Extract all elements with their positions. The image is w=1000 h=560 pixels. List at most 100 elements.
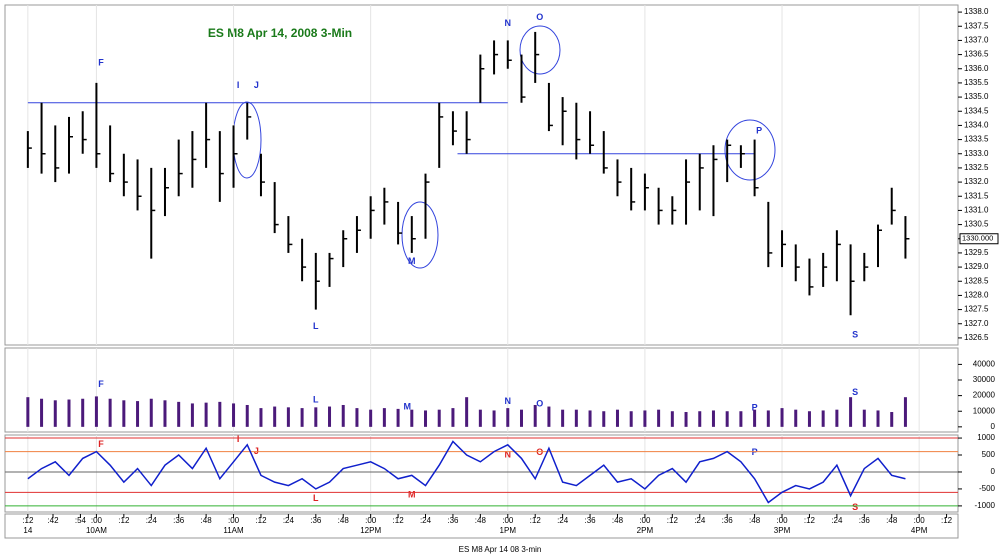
volume-bar bbox=[629, 411, 633, 427]
volume-bar bbox=[739, 411, 743, 427]
volume-bar bbox=[53, 400, 57, 427]
x-tick-label: :00 bbox=[776, 516, 788, 525]
x-tick-label: :48 bbox=[201, 516, 213, 525]
x-tick-label: :00 bbox=[639, 516, 651, 525]
volume-bar bbox=[122, 400, 126, 427]
annotation: S bbox=[852, 387, 858, 397]
volume-bar bbox=[314, 407, 318, 427]
annotation: F bbox=[98, 439, 104, 449]
annotation: L bbox=[313, 493, 319, 503]
x-major-label: 14 bbox=[23, 526, 32, 535]
x-major-label: 3PM bbox=[774, 526, 791, 535]
volume-bar bbox=[876, 410, 880, 427]
volume-bar bbox=[40, 398, 44, 427]
x-tick-label: :36 bbox=[722, 516, 734, 525]
y-tick-label: 1333.0 bbox=[964, 149, 989, 158]
x-tick-label: :24 bbox=[146, 516, 158, 525]
annotation: P bbox=[752, 402, 758, 412]
volume-bar bbox=[519, 409, 523, 427]
volume-bar bbox=[273, 406, 277, 427]
x-major-label: 1PM bbox=[500, 526, 517, 535]
x-tick-label: :00 bbox=[914, 516, 926, 525]
annotation: I bbox=[237, 80, 240, 90]
volume-bar bbox=[232, 403, 236, 427]
x-tick-label: :36 bbox=[310, 516, 322, 525]
x-tick-label: :42 bbox=[47, 516, 59, 525]
y-tick-label: 0 bbox=[991, 422, 996, 431]
x-major-label: 2PM bbox=[637, 526, 654, 535]
x-tick-label: :00 bbox=[228, 516, 240, 525]
volume-bar bbox=[341, 404, 345, 427]
y-tick-label: 1327.0 bbox=[964, 319, 989, 328]
annotation: L bbox=[313, 321, 319, 331]
volume-bar bbox=[684, 412, 688, 427]
x-tick-label: :12 bbox=[530, 516, 542, 525]
volume-bar bbox=[643, 410, 647, 427]
annotation: F bbox=[98, 57, 104, 67]
annotation: I bbox=[237, 434, 240, 444]
x-tick-label: :00 bbox=[91, 516, 103, 525]
y-tick-label: -500 bbox=[979, 484, 996, 493]
annotation: N bbox=[505, 396, 512, 406]
price-panel bbox=[4, 4, 959, 346]
last-price-label: 1330.000 bbox=[962, 234, 993, 243]
y-tick-label: 1336.0 bbox=[964, 64, 989, 73]
volume-bar bbox=[821, 410, 825, 427]
volume-bar bbox=[574, 409, 578, 427]
y-tick-label: 1333.5 bbox=[964, 135, 989, 144]
volume-bar bbox=[547, 406, 551, 427]
x-tick-label: :48 bbox=[475, 516, 487, 525]
y-tick-label: 1332.5 bbox=[964, 163, 989, 172]
volume-bar bbox=[136, 401, 140, 427]
x-tick-label: :36 bbox=[173, 516, 185, 525]
x-tick-label: :36 bbox=[447, 516, 459, 525]
volume-bar bbox=[849, 397, 853, 427]
y-tick-label: 1331.0 bbox=[964, 206, 989, 215]
volume-bar bbox=[492, 410, 496, 427]
x-tick-label: :48 bbox=[612, 516, 624, 525]
x-tick-label: :24 bbox=[694, 516, 706, 525]
volume-bar bbox=[328, 406, 332, 427]
volume-bar bbox=[615, 409, 619, 427]
y-tick-label: 1335.0 bbox=[964, 92, 989, 101]
x-tick-label: :12 bbox=[667, 516, 679, 525]
x-tick-label: :48 bbox=[338, 516, 350, 525]
volume-bar bbox=[725, 411, 729, 427]
annotation: J bbox=[254, 446, 259, 456]
y-tick-label: 1332.0 bbox=[964, 177, 989, 186]
x-tick-label: :24 bbox=[831, 516, 843, 525]
x-tick-label: :48 bbox=[886, 516, 898, 525]
volume-bar bbox=[533, 404, 537, 427]
volume-bar bbox=[259, 408, 263, 427]
y-tick-label: 1337.0 bbox=[964, 36, 989, 45]
annotation: N bbox=[505, 18, 512, 28]
x-tick-label: :12 bbox=[22, 516, 34, 525]
annotation: L bbox=[313, 395, 319, 405]
volume-bar bbox=[437, 409, 441, 427]
volume-bar bbox=[862, 409, 866, 427]
volume-bar bbox=[355, 408, 359, 427]
y-tick-label: 1328.0 bbox=[964, 291, 989, 300]
x-major-label: 4PM bbox=[911, 526, 928, 535]
y-tick-label: 0 bbox=[991, 467, 996, 476]
annotation: M bbox=[408, 256, 416, 266]
y-tick-label: 1335.5 bbox=[964, 78, 989, 87]
volume-bar bbox=[424, 410, 428, 427]
y-tick-label: 1337.5 bbox=[964, 21, 989, 30]
x-tick-label: :12 bbox=[118, 516, 130, 525]
volume-bar bbox=[94, 396, 98, 427]
volume-bar bbox=[588, 410, 592, 427]
volume-bar bbox=[369, 409, 373, 427]
x-tick-label: :12 bbox=[804, 516, 816, 525]
annotation: P bbox=[756, 125, 762, 135]
volume-bar bbox=[451, 408, 455, 427]
volume-bar bbox=[478, 409, 482, 427]
x-major-label: 12PM bbox=[360, 526, 381, 535]
annotation: S bbox=[852, 329, 858, 339]
annotation: N bbox=[505, 449, 512, 459]
volume-bar bbox=[218, 401, 222, 427]
annotation: S bbox=[852, 502, 858, 512]
x-major-label: 10AM bbox=[86, 526, 107, 535]
volume-bar bbox=[657, 409, 661, 427]
